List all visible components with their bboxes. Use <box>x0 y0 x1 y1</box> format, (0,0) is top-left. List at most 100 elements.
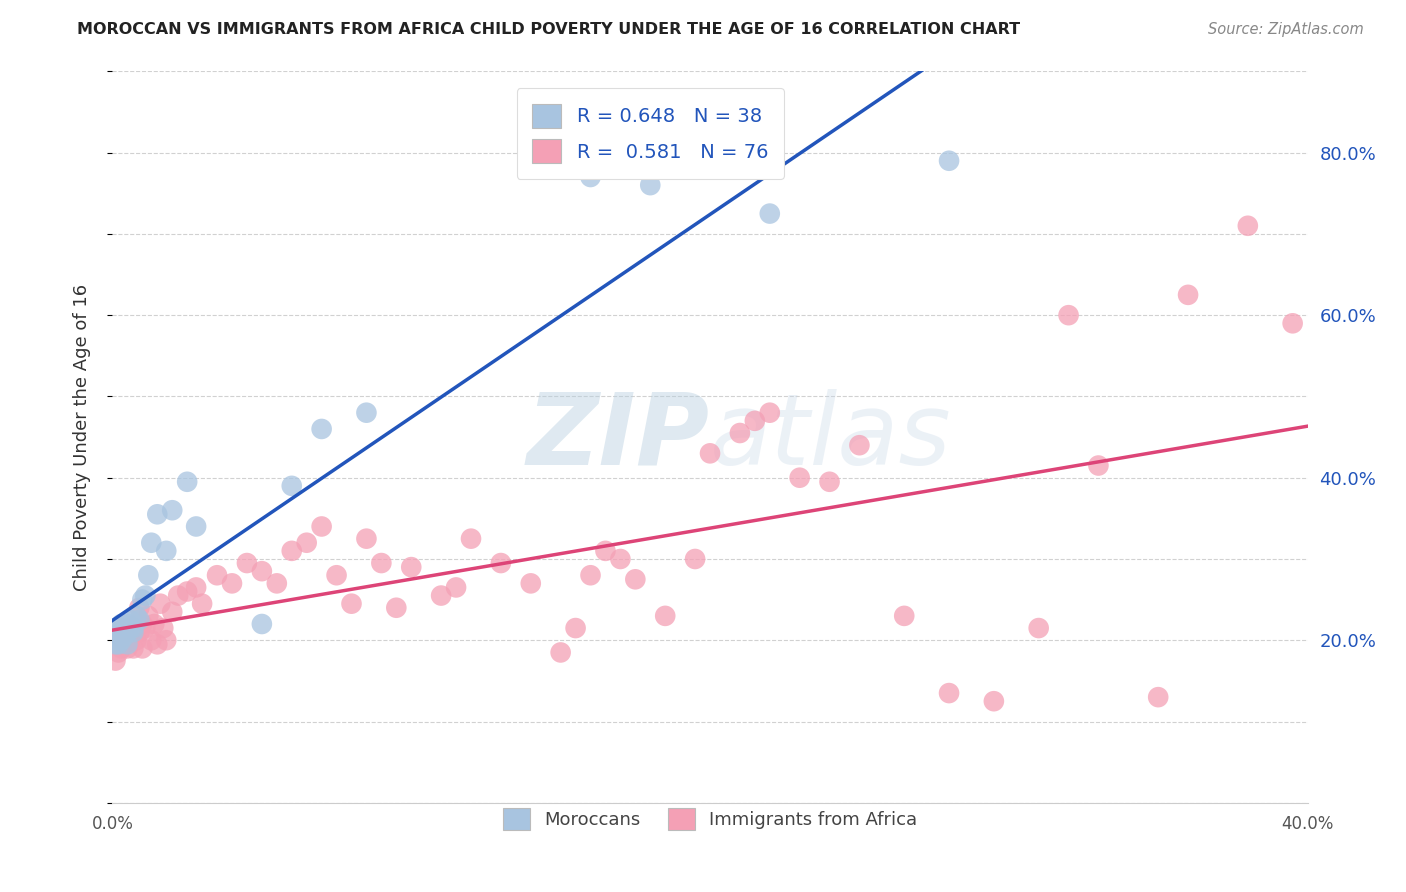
Point <box>221 576 243 591</box>
Point <box>654 608 676 623</box>
Point <box>818 475 841 489</box>
Point <box>759 406 782 420</box>
Point <box>128 625 150 640</box>
Point <box>640 178 662 193</box>
Point <box>152 621 174 635</box>
Point <box>120 633 142 648</box>
Point <box>186 519 208 533</box>
Point <box>104 633 127 648</box>
Point <box>120 621 142 635</box>
Point <box>176 475 198 489</box>
Point <box>134 589 156 603</box>
Point <box>104 625 127 640</box>
Point <box>1147 690 1170 705</box>
Point <box>848 438 870 452</box>
Point <box>744 414 766 428</box>
Point <box>110 621 132 635</box>
Point <box>609 552 631 566</box>
Point <box>110 633 132 648</box>
Point <box>893 608 915 623</box>
Point <box>595 544 617 558</box>
Point <box>107 625 129 640</box>
Point <box>1237 219 1260 233</box>
Point <box>117 625 139 640</box>
Point <box>983 694 1005 708</box>
Point <box>564 621 586 635</box>
Point <box>250 564 273 578</box>
Point <box>683 552 706 566</box>
Point <box>1057 308 1080 322</box>
Point <box>550 645 572 659</box>
Point <box>122 625 145 640</box>
Point <box>281 544 304 558</box>
Point <box>125 617 148 632</box>
Text: MOROCCAN VS IMMIGRANTS FROM AFRICA CHILD POVERTY UNDER THE AGE OF 16 CORRELATION: MOROCCAN VS IMMIGRANTS FROM AFRICA CHILD… <box>77 22 1021 37</box>
Point <box>191 597 214 611</box>
Point <box>110 625 132 640</box>
Point <box>155 633 177 648</box>
Point <box>266 576 288 591</box>
Point <box>107 645 129 659</box>
Point <box>624 572 647 586</box>
Point <box>146 508 169 522</box>
Point <box>1087 458 1109 473</box>
Legend: Moroccans, Immigrants from Africa: Moroccans, Immigrants from Africa <box>495 801 925 838</box>
Point <box>128 600 150 615</box>
Point <box>520 576 543 591</box>
Point <box>1028 621 1050 635</box>
Point <box>1281 316 1303 330</box>
Point <box>938 686 960 700</box>
Point <box>110 641 132 656</box>
Point <box>370 556 392 570</box>
Point <box>110 617 132 632</box>
Point <box>356 532 378 546</box>
Point <box>131 617 153 632</box>
Point <box>131 592 153 607</box>
Point <box>131 641 153 656</box>
Point <box>117 637 139 651</box>
Point <box>1177 288 1199 302</box>
Point <box>117 617 139 632</box>
Point <box>311 422 333 436</box>
Point <box>789 471 811 485</box>
Point <box>134 621 156 635</box>
Point <box>186 581 208 595</box>
Point <box>162 605 183 619</box>
Point <box>125 633 148 648</box>
Point <box>489 556 512 570</box>
Point <box>295 535 318 549</box>
Point <box>281 479 304 493</box>
Point <box>104 637 127 651</box>
Point <box>114 621 135 635</box>
Point <box>141 633 163 648</box>
Point <box>444 581 467 595</box>
Point <box>385 600 408 615</box>
Point <box>107 637 129 651</box>
Point <box>120 613 142 627</box>
Point <box>138 608 160 623</box>
Point <box>340 597 363 611</box>
Point <box>430 589 453 603</box>
Point <box>114 621 135 635</box>
Point <box>114 637 135 651</box>
Point <box>117 641 139 656</box>
Point <box>138 568 160 582</box>
Point <box>128 613 150 627</box>
Point <box>938 153 960 168</box>
Point <box>143 617 166 632</box>
Point <box>356 406 378 420</box>
Point <box>728 425 751 440</box>
Point <box>176 584 198 599</box>
Point <box>236 556 259 570</box>
Point <box>104 629 127 643</box>
Point <box>311 519 333 533</box>
Text: atlas: atlas <box>710 389 952 485</box>
Point <box>120 621 142 635</box>
Point <box>107 629 129 643</box>
Point <box>579 169 602 184</box>
Point <box>141 535 163 549</box>
Point <box>125 608 148 623</box>
Text: Source: ZipAtlas.com: Source: ZipAtlas.com <box>1208 22 1364 37</box>
Y-axis label: Child Poverty Under the Age of 16: Child Poverty Under the Age of 16 <box>73 284 91 591</box>
Point <box>205 568 228 582</box>
